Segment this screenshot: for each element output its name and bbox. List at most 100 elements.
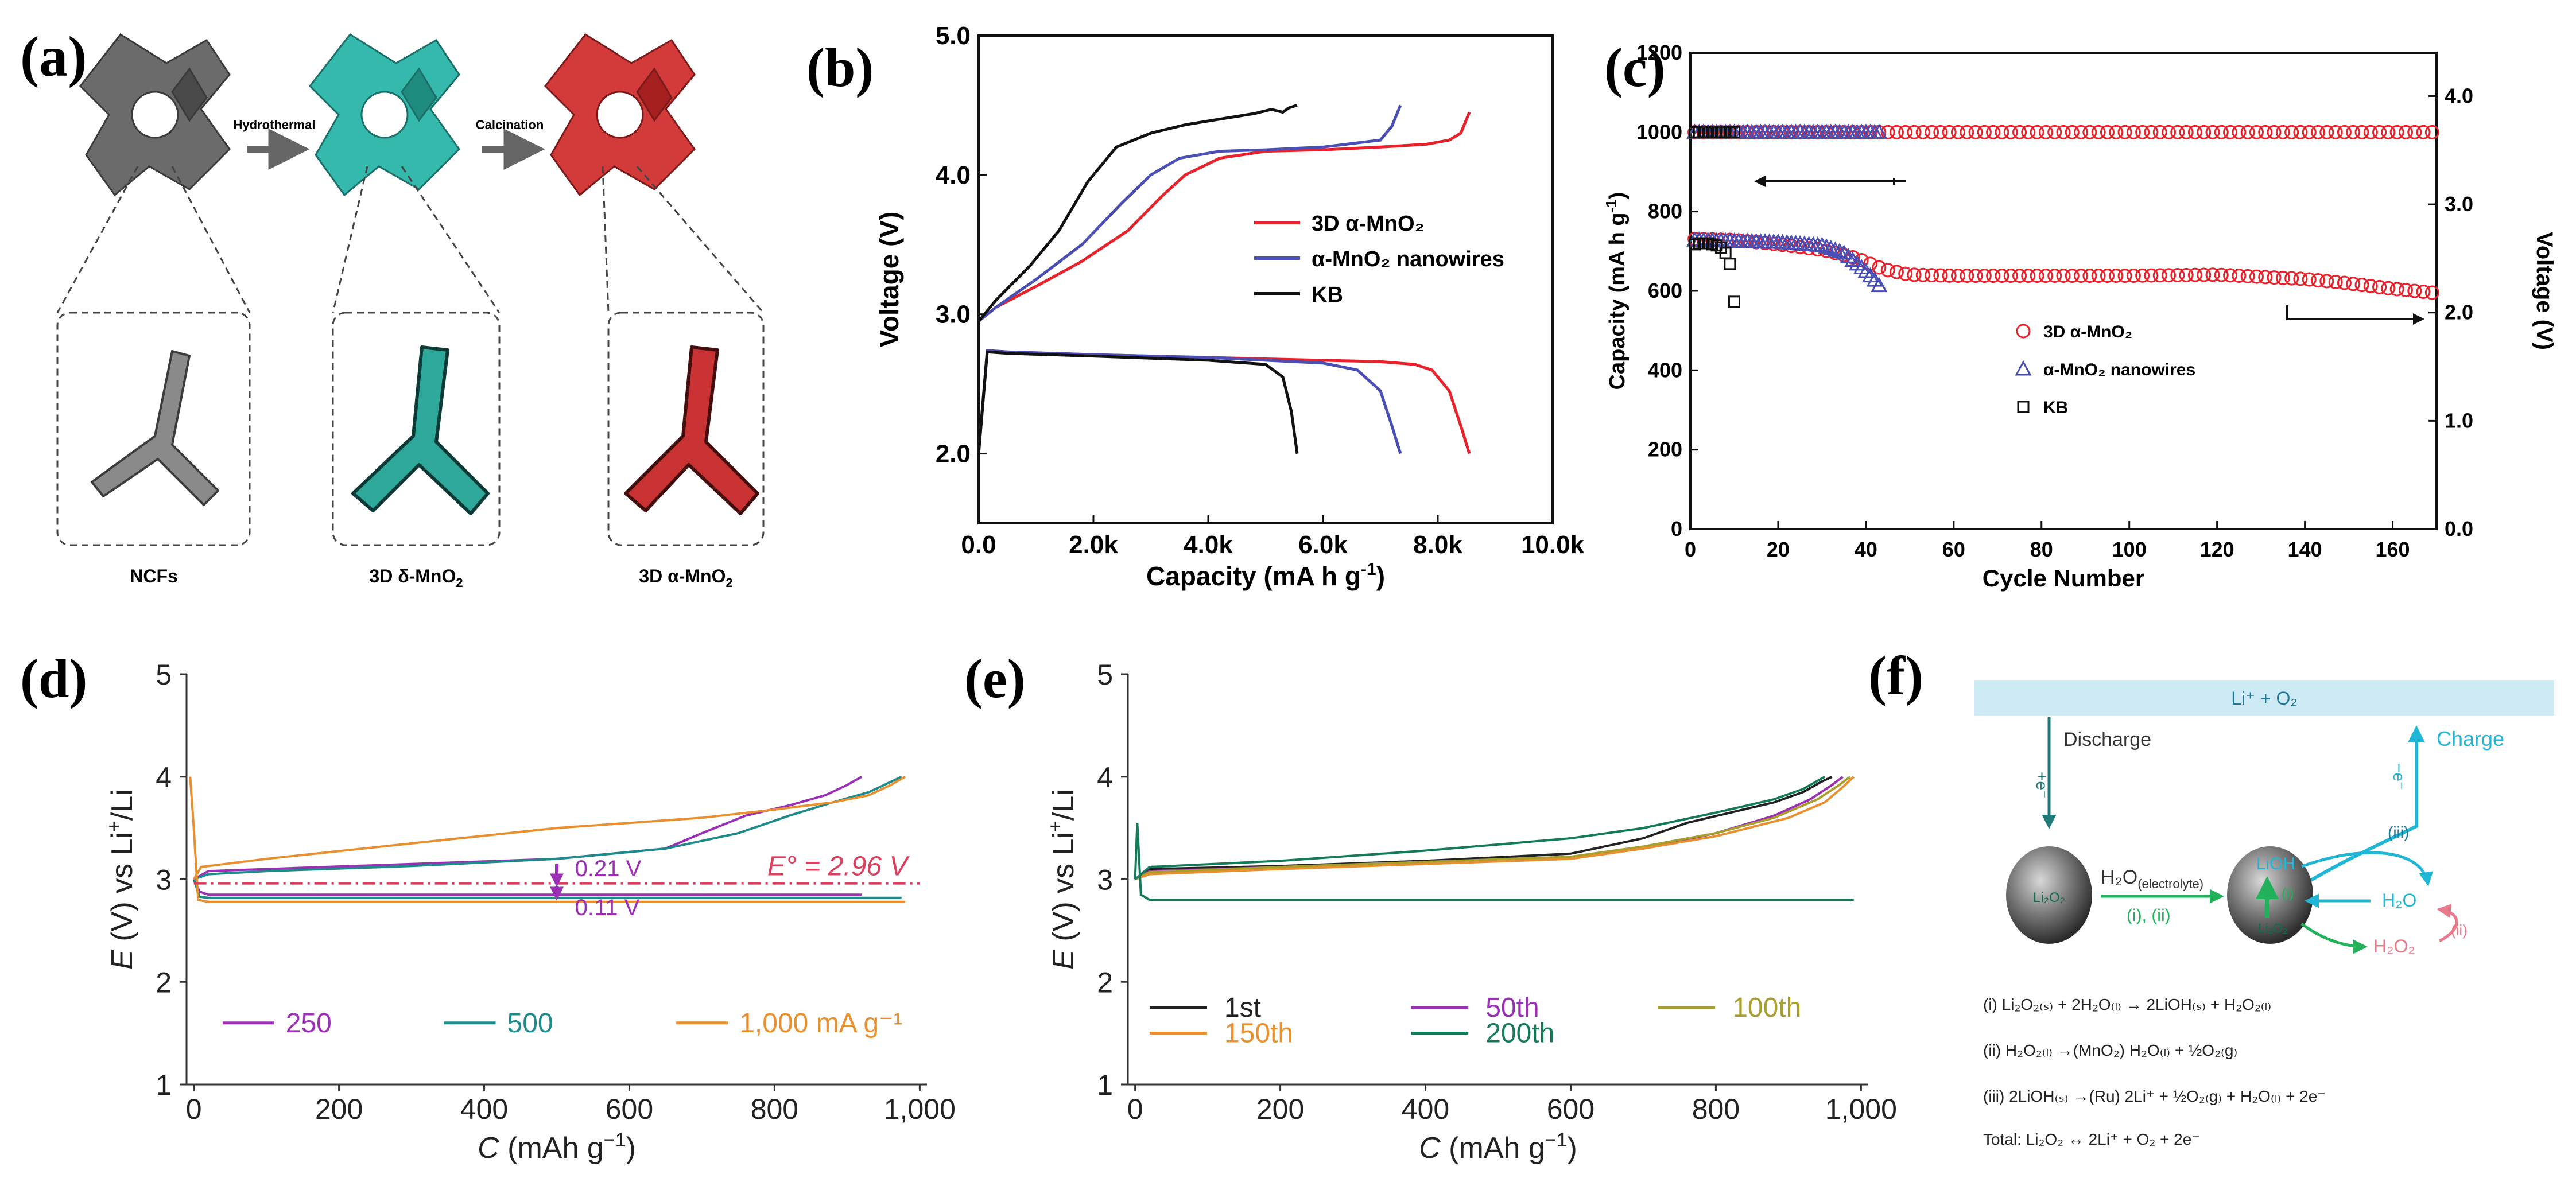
x-axis-label-end: ): [626, 1132, 636, 1165]
hydrothermal-label: Hydrothermal: [233, 118, 315, 132]
legend-label: 200th: [1485, 1018, 1554, 1049]
h2o2-arrow: [2300, 922, 2368, 954]
data-point-circle: [2293, 271, 2308, 286]
data-point-circle: [2047, 125, 2062, 139]
y-tick-label: 2.0: [936, 440, 971, 468]
y-axis-label-var: E: [106, 949, 139, 970]
data-point-circle: [2416, 125, 2431, 139]
data-point-circle: [2346, 125, 2361, 139]
y-left-tick-label: 1000: [1636, 120, 1682, 143]
step-i-label: (i): [2282, 886, 2294, 901]
data-point-circle: [1889, 265, 1904, 279]
x-tick-label: 1,000: [1825, 1093, 1897, 1125]
x-tick-label: 600: [1547, 1093, 1595, 1125]
y-right-tick-label: 4.0: [2445, 84, 2473, 107]
legend-label: KB: [1312, 283, 1343, 307]
data-point-square: [2017, 401, 2030, 413]
data-point-circle: [2205, 267, 2220, 282]
y-tick-label: 5: [156, 659, 172, 691]
y-axis-label: E (V) vs Li+/Li: [103, 789, 139, 970]
data-point-circle: [1968, 269, 1983, 283]
data-point-circle: [2126, 125, 2141, 139]
data-point-circle: [1995, 269, 2009, 283]
steps-i-ii-label: (i), (ii): [2127, 906, 2171, 925]
data-point-circle: [2162, 125, 2177, 139]
x-tick-label: 140: [2288, 538, 2322, 561]
data-point-circle: [2389, 282, 2404, 297]
y-axis-label-var: E: [1047, 949, 1080, 970]
y-tick-label: 4: [156, 761, 172, 794]
legend-label: 100th: [1732, 993, 1801, 1023]
data-point-circle: [1898, 266, 1913, 281]
x-tick-label: 600: [606, 1093, 653, 1125]
data-point-circle: [2223, 268, 2238, 283]
data-point-circle: [2232, 269, 2247, 283]
charge-arrow: [2295, 725, 2425, 891]
x-tick-label: 0: [186, 1093, 202, 1125]
x-tick-label: 0: [1685, 538, 1696, 561]
x-tick-label: 0.0: [961, 531, 996, 559]
data-point-circle: [1907, 267, 1922, 282]
li2o2-right-label: Li₂O₂: [2258, 921, 2287, 935]
x-axis-label: Cycle Number: [1983, 565, 2144, 592]
plot-frame: [1689, 52, 2438, 530]
data-point-circle: [1766, 236, 1781, 251]
x-tick-label: 1,000: [884, 1093, 956, 1125]
legend-label: 50th: [1485, 993, 1539, 1023]
x-tick-label: 800: [751, 1093, 798, 1125]
alpha-mno2-framework-image: [544, 33, 696, 197]
data-point-circle: [2091, 125, 2106, 139]
data-point-circle: [2152, 125, 2167, 139]
data-point-circle: [2082, 125, 2097, 139]
y-left-tick-label: 400: [1648, 358, 1682, 382]
data-point-circle: [2109, 269, 2124, 283]
x-tick-label: 800: [1692, 1093, 1740, 1125]
data-point-circle: [2100, 269, 2115, 283]
data-point-circle: [2398, 125, 2413, 139]
overpotential-lower-label: 0.11 V: [575, 895, 640, 920]
x-tick-label: 100: [2112, 538, 2147, 561]
charge-label: Charge: [2437, 727, 2504, 751]
data-point-circle: [1977, 269, 1992, 283]
li-o2-banner: [1974, 680, 2554, 716]
data-point-circle: [1925, 125, 1939, 139]
data-point-circle: [2416, 285, 2431, 300]
data-point-circle: [1925, 268, 1939, 283]
data-point-circle: [2424, 125, 2439, 139]
data-point-circle: [2337, 125, 2352, 139]
legend-label: 250: [286, 1008, 332, 1039]
data-point-circle: [1986, 125, 2001, 139]
equation-total: Total: Li₂O₂ ↔ 2Li⁺ + O₂ + 2e⁻: [1983, 1130, 2200, 1148]
data-point-circle: [1880, 263, 1895, 278]
lioh-to-h2o-arrow: [2301, 851, 2434, 886]
x-axis-label: C (mAh g−1): [478, 1129, 636, 1165]
data-point-circle: [2162, 268, 2177, 283]
x-axis-label-var: C: [478, 1132, 499, 1165]
alpha-caption: 3D α-MnO2: [639, 566, 732, 590]
li2o2-particle: [2006, 846, 2092, 944]
data-point-circle: [2012, 125, 2027, 139]
data-point-triangle: [1826, 241, 1844, 257]
x-tick-label: 4.0k: [1184, 531, 1233, 559]
data-point-circle: [2144, 268, 2159, 283]
data-point-circle: [1775, 238, 1790, 252]
series-line: [977, 104, 1298, 322]
data-point-circle: [2197, 267, 2212, 282]
series-line: [977, 350, 1299, 454]
x-tick-label: 160: [2375, 538, 2410, 561]
y-tick-label: 1: [156, 1069, 172, 1101]
x-tick-label: 400: [1402, 1093, 1449, 1125]
li2o2-left-label: Li₂O₂: [2033, 890, 2065, 905]
legend-label: 150th: [1224, 1018, 1293, 1049]
data-point-circle: [1933, 268, 1948, 283]
step-ii-label: (ii): [2451, 922, 2468, 939]
y-right-tick-label: 1.0: [2445, 409, 2473, 432]
data-point-circle: [1889, 125, 1904, 139]
banner-text: Li⁺ + O₂: [2231, 688, 2298, 709]
data-point-circle: [2293, 125, 2308, 139]
data-point-circle: [2319, 274, 2334, 289]
lioh-label: LiOH: [2256, 854, 2295, 873]
equation-ii: (ii) H₂O₂₍ₗ₎ →(MnO₂) H₂O₍ₗ₎ + ½O₂₍ɡ₎: [1983, 1041, 2237, 1059]
data-point-circle: [1942, 125, 1957, 139]
overpotential-upper-label: 0.21 V: [575, 856, 642, 881]
